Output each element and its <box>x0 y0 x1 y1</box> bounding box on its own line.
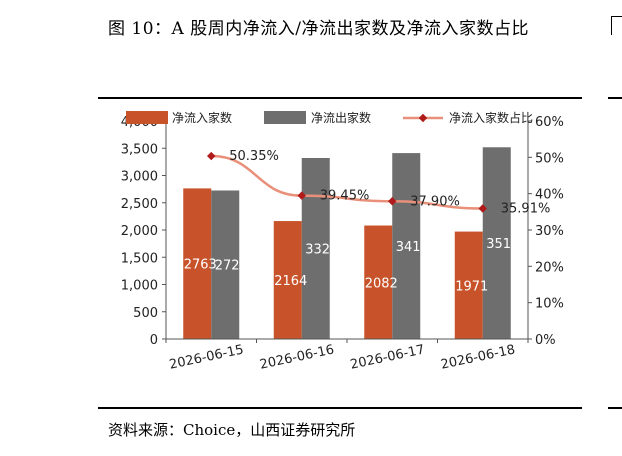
ratio-label: 50.35% <box>229 149 279 164</box>
y-right-tick-label: 40% <box>535 188 564 203</box>
ratio-label: 37.90% <box>410 194 460 209</box>
legend-label-inflow: 净流入家数 <box>172 110 232 125</box>
bar-outflow <box>392 153 421 339</box>
x-tick-label: 2026-06-18 <box>440 342 517 372</box>
y-right-tick-label: 10% <box>535 297 564 312</box>
legend: 净流入家数 净流出家数 净流入家数占比 <box>126 110 533 125</box>
bottom-rule <box>98 407 582 409</box>
y-left-tick-label: 2,000 <box>121 224 158 239</box>
x-tick-label: 2026-06-17 <box>349 342 426 372</box>
adjacent-panel-edge-rule <box>608 97 622 99</box>
y-right-tick-label: 0% <box>535 333 556 348</box>
y-right-axis: 0% 10% 20% 30% 40% 50% 60% <box>527 115 564 348</box>
y-left-tick-label: 1,500 <box>121 251 158 266</box>
bar-outflow <box>211 190 240 339</box>
y-left-tick-label: 0 <box>150 333 158 348</box>
legend-swatch-outflow <box>264 111 306 124</box>
x-tick-label: 2026-06-16 <box>259 342 336 372</box>
x-axis: 2026-06-15 2026-06-16 2026-06-17 2026-06-18 <box>165 338 529 373</box>
bar-inflow-label: 2082 <box>365 276 398 291</box>
bar-inflow <box>364 225 393 339</box>
ratio-label: 39.45% <box>320 189 370 204</box>
ratio-line <box>211 154 483 210</box>
legend-label-ratio: 净流入家数占比 <box>449 110 533 125</box>
y-left-tick-label: 2,500 <box>121 197 158 212</box>
adjacent-panel-edge-rule-bottom <box>608 407 622 409</box>
legend-swatch-ratio-marker <box>418 113 428 123</box>
adjacent-panel-edge-top <box>611 16 622 35</box>
bar-outflow <box>301 158 330 339</box>
ratio-point <box>297 191 306 200</box>
ratio-point <box>478 204 487 213</box>
bar-series <box>183 147 511 339</box>
figure-title: 图 10：A 股周内净流入/净流出家数及净流入家数占比 <box>108 19 529 39</box>
y-left-tick-label: 3,000 <box>121 170 158 185</box>
bar-inflow-label: 2763 <box>184 258 217 273</box>
ratio-label: 35.91% <box>501 202 551 217</box>
y-left-tick-label: 500 <box>133 306 158 321</box>
bar-outflow <box>482 147 511 339</box>
source-note: 资料来源：Choice，山西证券研究所 <box>108 421 356 439</box>
bar-outflow-label: 3321 <box>305 243 338 258</box>
top-rule <box>98 97 582 99</box>
bar-inflow-label: 1971 <box>455 279 488 294</box>
ratio-point <box>207 151 216 161</box>
y-right-tick-label: 20% <box>535 260 564 275</box>
y-left-tick-label: 3,500 <box>121 142 158 157</box>
y-right-tick-label: 50% <box>535 151 564 166</box>
bar-outflow-label: 3411 <box>396 240 429 255</box>
y-right-tick-label: 60% <box>535 115 564 130</box>
bar-inflow <box>273 221 302 339</box>
legend-label-outflow: 净流出家数 <box>311 110 371 125</box>
bar-outflow-label: 3518 <box>486 237 519 252</box>
y-right-tick-label: 30% <box>535 224 564 239</box>
bar-inflow <box>454 231 483 339</box>
x-tick-label: 2026-06-15 <box>168 342 245 372</box>
bar-outflow-label: 2725 <box>215 259 248 274</box>
ratio-point <box>388 197 397 206</box>
line-series <box>207 151 487 213</box>
bar-inflow <box>183 188 212 339</box>
legend-swatch-inflow <box>126 111 168 124</box>
bar-inflow-label: 2164 <box>274 274 307 289</box>
y-left-tick-label: 1,000 <box>121 279 158 294</box>
